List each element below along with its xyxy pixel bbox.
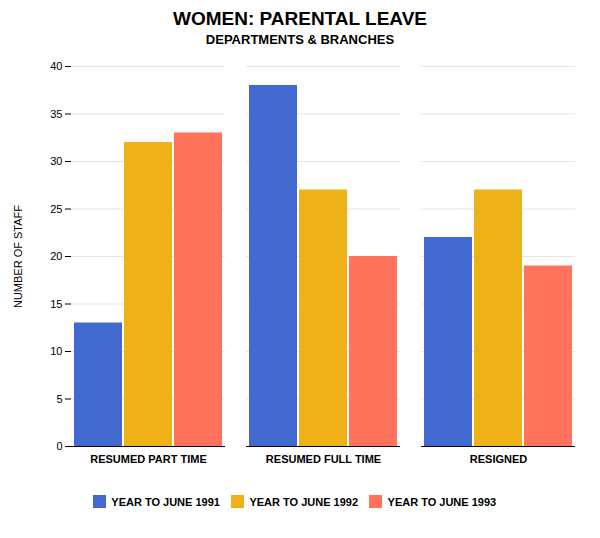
svg-text:RESIGNED: RESIGNED <box>470 453 528 465</box>
svg-text:5: 5 <box>56 393 62 405</box>
html-text:DEPARTMENTS & BRANCHES: DEPARTMENTS & BRANCHES <box>205 32 395 47</box>
html-text:YEAR TO JUNE 1992: YEAR TO JUNE 1992 <box>249 495 359 508</box>
svg-text:RESUMED PART TIME: RESUMED PART TIME <box>90 453 207 465</box>
svg-text:10: 10 <box>50 345 62 357</box>
html-text:YEAR TO JUNE 1991: YEAR TO JUNE 1991 <box>111 495 220 508</box>
html-text:YEAR TO JUNE 1993: YEAR TO JUNE 1993 <box>387 495 497 508</box>
svg-text:40: 40 <box>50 60 62 72</box>
svg-text:NUMBER OF STAFF: NUMBER OF STAFF <box>12 205 24 308</box>
svg-text:25: 25 <box>50 203 62 215</box>
svg-text:0: 0 <box>56 440 62 452</box>
svg-text:15: 15 <box>50 298 62 310</box>
svg-text:30: 30 <box>50 155 62 167</box>
svg-text:20: 20 <box>50 250 62 262</box>
svg-text:RESUMED FULL TIME: RESUMED FULL TIME <box>266 453 381 465</box>
html-text:WOMEN: PARENTAL LEAVE: WOMEN: PARENTAL LEAVE <box>173 8 427 29</box>
svg-text:35: 35 <box>50 108 62 120</box>
